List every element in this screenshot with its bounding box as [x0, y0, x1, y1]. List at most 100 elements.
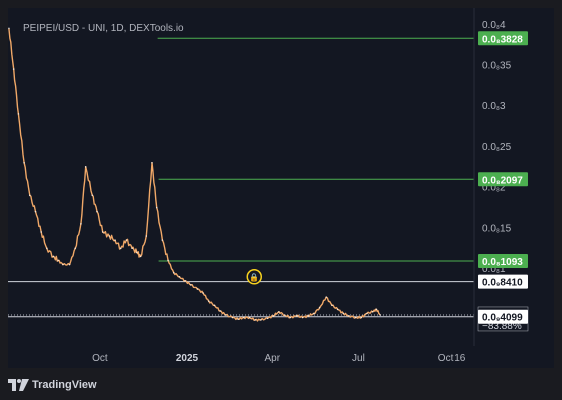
resistance-price-tag-0-text: 0.0₈3828 [482, 34, 523, 45]
price-point [40, 231, 42, 233]
price-point [12, 68, 15, 70]
price-point [167, 259, 169, 262]
price-point [161, 239, 164, 241]
price-point [91, 194, 94, 197]
x-axis[interactable]: Oct 2025 Apr Jul Oct 16 [92, 353, 466, 364]
price-point [301, 316, 304, 319]
price-point [325, 296, 328, 298]
resistance-price-tag-0-bg [478, 31, 528, 46]
price-point [248, 316, 251, 319]
price-point [375, 308, 378, 311]
x-tick-label: Apr [264, 353, 280, 364]
price-labels-layer: 0.0₈38280.0₈20970.0₈10930.0₉4311−83.88%0… [477, 31, 529, 332]
resistance-price-tag-1-bg [478, 172, 528, 187]
price-point [360, 316, 363, 319]
tradingview-logo-icon[interactable] [8, 379, 30, 391]
price-point [207, 300, 210, 303]
price-point [336, 308, 339, 311]
marker-layer: 🔒 [246, 269, 263, 285]
support-price-tag-3-bg [478, 309, 528, 324]
y-axis[interactable]: 0.0₈4 0.0₈35 0.0₈3 0.0₈25 0.0₈2 0.0₈15 0.0₈1 [482, 20, 512, 275]
price-point [243, 316, 245, 319]
price-point [23, 161, 25, 164]
support-price-tag-3: 0.0₉4099 [478, 309, 528, 324]
price-point [266, 317, 269, 320]
price-point [101, 231, 104, 233]
price-point [131, 247, 133, 250]
resistance-price-tag-0: 0.0₈3828 [478, 31, 528, 45]
resistance-price-tag-2-text: 0.0₈1093 [482, 257, 523, 268]
price-point [237, 318, 239, 320]
chart-title: PEIPEI/USD - UNI, 1D, DEXTools.io [23, 23, 184, 34]
x-tick-label: 2025 [176, 353, 199, 364]
price-point [254, 319, 257, 321]
price-point [17, 113, 20, 115]
price-point [114, 239, 116, 241]
y-tick-label: 0.0₈35 [482, 61, 512, 72]
y-tick-label: 0.0₈4 [482, 20, 506, 31]
y-tick-label: 0.0₈15 [482, 223, 512, 234]
resistance-price-tag-1: 0.0₈2097 [478, 172, 528, 187]
price-point [145, 235, 148, 237]
resistance-price-tag-2-bg [478, 254, 528, 269]
price-point [202, 292, 204, 294]
current-price-change: −83.88% [482, 321, 522, 332]
tradingview-brand-text[interactable]: TradingView [32, 379, 97, 391]
resistance-price-tag-2: 0.0₈1093 [478, 254, 528, 269]
x-tick-label: 16 [454, 353, 466, 364]
x-tick-label: Oct [92, 353, 108, 364]
price-point [289, 316, 292, 319]
price-point [155, 206, 158, 209]
price-point [272, 315, 275, 317]
x-tick-label: Jul [352, 353, 365, 364]
price-point [80, 223, 82, 225]
price-point [331, 304, 333, 307]
lock-marker-icon [246, 269, 263, 285]
price-point [354, 316, 357, 319]
price-point [184, 280, 186, 282]
support-price-tag-4: 0.0₉8410 [478, 274, 528, 289]
x-tick-label: Oct [438, 353, 454, 364]
price-point [231, 316, 234, 319]
price-point [260, 319, 262, 321]
price-point [108, 235, 111, 237]
price-point [34, 210, 37, 213]
price-series-line-0 [8, 28, 381, 322]
y-tick-label: 0.0₈1 [482, 264, 506, 275]
price-point [178, 275, 181, 278]
price-point [74, 247, 77, 250]
price-point [62, 263, 64, 266]
price-point [283, 314, 286, 316]
support-price-tag-4-bg [478, 274, 528, 289]
y-tick-label: 0.0₈25 [482, 142, 512, 153]
support-price-tag-4-text: 0.0₉8410 [482, 278, 523, 289]
price-point [8, 27, 10, 30]
price-chart[interactable]: 🔒 0.0₈4 0.0₈35 0.0₈3 0.0₈25 0.0₈2 0.0₈15 0.0₈1… [8, 8, 554, 368]
price-point [366, 312, 368, 315]
price-point [278, 310, 280, 313]
price-point [296, 315, 298, 317]
price-point [219, 310, 221, 312]
price-point [52, 255, 55, 258]
price-point [28, 194, 31, 197]
price-point [225, 314, 227, 316]
price-point [136, 251, 138, 254]
lock-marker-glyph: 🔒 [249, 273, 259, 282]
resistance-price-tag-1-text: 0.0₈2097 [482, 175, 523, 186]
price-point [68, 263, 71, 266]
footer: TradingView [8, 377, 97, 393]
price-point [318, 306, 321, 309]
y-tick-label: 0.0₈3 [482, 101, 506, 112]
y-tick-label: 0.0₈2 [482, 183, 506, 194]
price-point [348, 315, 350, 317]
price-point [307, 315, 310, 317]
price-point [57, 259, 59, 262]
chart-frame: 🔒 0.0₈4 0.0₈35 0.0₈3 0.0₈25 0.0₈2 0.0₈15 0.0₈1… [8, 8, 554, 368]
price-point [125, 239, 128, 241]
series-layer [8, 27, 382, 322]
price-point [371, 310, 374, 313]
price-point [379, 314, 382, 316]
price-point [46, 247, 48, 250]
price-point [96, 210, 98, 213]
support-price-tag-3-text: 0.0₉4099 [482, 313, 523, 324]
